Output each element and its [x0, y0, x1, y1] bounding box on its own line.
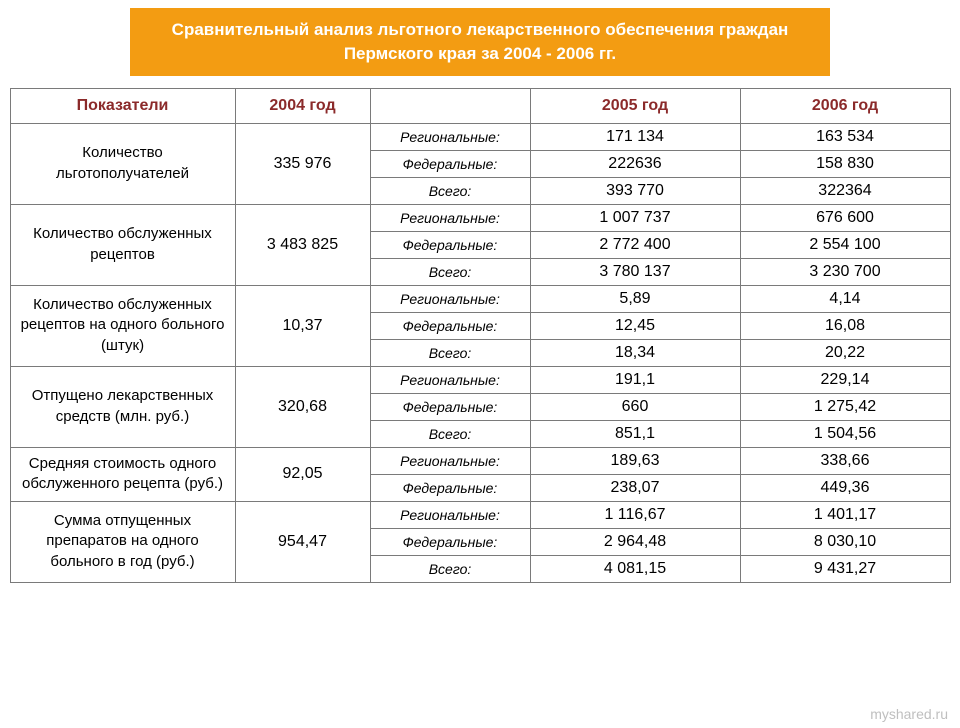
subcategory-label: Всего:	[370, 258, 530, 285]
subcategory-label: Всего:	[370, 420, 530, 447]
header-2004: 2004 год	[235, 88, 370, 123]
value-2006: 163 534	[740, 123, 950, 150]
value-2005: 12,45	[530, 312, 740, 339]
subcategory-label: Всего:	[370, 339, 530, 366]
subcategory-label: Федеральные:	[370, 474, 530, 501]
subcategory-label: Региональные:	[370, 501, 530, 528]
header-indicator: Показатели	[10, 88, 235, 123]
value-2006: 3 230 700	[740, 258, 950, 285]
indicator-cell: Количество обслуженных рецептов на одног…	[10, 285, 235, 366]
value-2006: 229,14	[740, 366, 950, 393]
value-2004: 10,37	[235, 285, 370, 366]
value-2005: 5,89	[530, 285, 740, 312]
value-2006: 676 600	[740, 204, 950, 231]
indicator-cell: Количество льготополучателей	[10, 123, 235, 204]
title-banner: Сравнительный анализ льготного лекарстве…	[130, 8, 830, 76]
table-row: Количество обслуженных рецептов на одног…	[10, 285, 950, 312]
value-2006: 1 401,17	[740, 501, 950, 528]
subcategory-label: Всего:	[370, 555, 530, 582]
value-2005: 393 770	[530, 177, 740, 204]
value-2006: 20,22	[740, 339, 950, 366]
value-2006: 449,36	[740, 474, 950, 501]
subcategory-label: Федеральные:	[370, 231, 530, 258]
value-2006: 1 275,42	[740, 393, 950, 420]
indicator-cell: Количество обслуженных рецептов	[10, 204, 235, 285]
value-2005: 660	[530, 393, 740, 420]
value-2006: 9 431,27	[740, 555, 950, 582]
value-2006: 4,14	[740, 285, 950, 312]
value-2005: 189,63	[530, 447, 740, 474]
value-2005: 2 964,48	[530, 528, 740, 555]
value-2005: 171 134	[530, 123, 740, 150]
value-2006: 1 504,56	[740, 420, 950, 447]
value-2004: 335 976	[235, 123, 370, 204]
value-2005: 4 081,15	[530, 555, 740, 582]
subcategory-label: Федеральные:	[370, 150, 530, 177]
table-row: Отпущено лекарственных средств (млн. руб…	[10, 366, 950, 393]
value-2006: 16,08	[740, 312, 950, 339]
value-2006: 8 030,10	[740, 528, 950, 555]
table-body: Количество льготополучателей335 976Регио…	[10, 123, 950, 582]
value-2006: 2 554 100	[740, 231, 950, 258]
value-2005: 222636	[530, 150, 740, 177]
subcategory-label: Региональные:	[370, 204, 530, 231]
value-2006: 158 830	[740, 150, 950, 177]
value-2005: 851,1	[530, 420, 740, 447]
value-2006: 322364	[740, 177, 950, 204]
value-2004: 320,68	[235, 366, 370, 447]
subcategory-label: Федеральные:	[370, 393, 530, 420]
data-table: Показатели 2004 год 2005 год 2006 год Ко…	[10, 88, 951, 583]
header-2005: 2005 год	[530, 88, 740, 123]
value-2005: 2 772 400	[530, 231, 740, 258]
value-2004: 92,05	[235, 447, 370, 501]
table-row: Количество льготополучателей335 976Регио…	[10, 123, 950, 150]
subcategory-label: Федеральные:	[370, 312, 530, 339]
indicator-cell: Отпущено лекарственных средств (млн. руб…	[10, 366, 235, 447]
table-row: Средняя стоимость одного обслуженного ре…	[10, 447, 950, 474]
subcategory-label: Федеральные:	[370, 528, 530, 555]
subcategory-label: Региональные:	[370, 447, 530, 474]
subcategory-label: Всего:	[370, 177, 530, 204]
subcategory-label: Региональные:	[370, 123, 530, 150]
value-2005: 1 007 737	[530, 204, 740, 231]
header-subcat	[370, 88, 530, 123]
value-2005: 3 780 137	[530, 258, 740, 285]
indicator-cell: Сумма отпущенных препаратов на одного бо…	[10, 501, 235, 582]
value-2005: 1 116,67	[530, 501, 740, 528]
subcategory-label: Региональные:	[370, 366, 530, 393]
header-2006: 2006 год	[740, 88, 950, 123]
value-2004: 3 483 825	[235, 204, 370, 285]
value-2005: 238,07	[530, 474, 740, 501]
value-2005: 18,34	[530, 339, 740, 366]
subcategory-label: Региональные:	[370, 285, 530, 312]
table-header-row: Показатели 2004 год 2005 год 2006 год	[10, 88, 950, 123]
value-2005: 191,1	[530, 366, 740, 393]
value-2006: 338,66	[740, 447, 950, 474]
table-row: Сумма отпущенных препаратов на одного бо…	[10, 501, 950, 528]
table-row: Количество обслуженных рецептов3 483 825…	[10, 204, 950, 231]
indicator-cell: Средняя стоимость одного обслуженного ре…	[10, 447, 235, 501]
value-2004: 954,47	[235, 501, 370, 582]
